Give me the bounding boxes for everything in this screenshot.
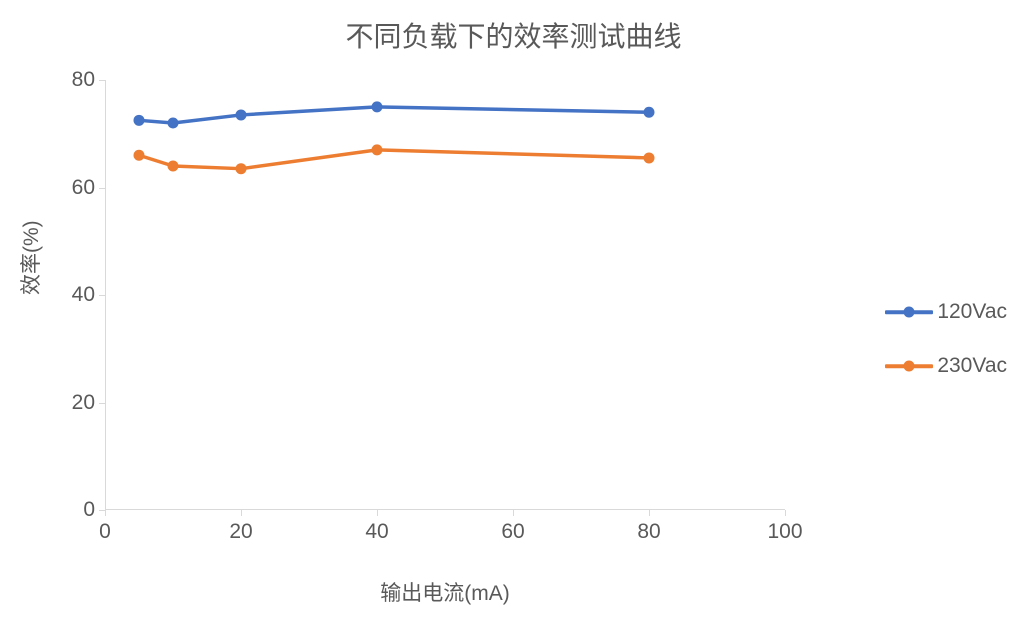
legend-marker — [885, 360, 933, 372]
x-tick-label: 0 — [99, 520, 111, 544]
series-marker-120Vac — [372, 101, 383, 112]
y-axis-label: 效率(%) — [15, 220, 45, 295]
efficiency-chart: 不同负载下的效率测试曲线 效率(%) 输出电流(mA) 020406080020… — [0, 0, 1027, 632]
x-axis-label: 输出电流(mA) — [105, 577, 785, 607]
series-marker-230Vac — [134, 150, 145, 161]
series-marker-120Vac — [236, 109, 247, 120]
legend-dot — [904, 361, 915, 372]
chart-lines — [105, 80, 785, 510]
y-tick-label: 0 — [83, 498, 95, 522]
legend-item-120Vac: 120Vac — [885, 300, 1007, 324]
y-tick-mark — [99, 188, 105, 189]
series-marker-230Vac — [236, 163, 247, 174]
x-tick-label: 20 — [229, 520, 252, 544]
x-tick-mark — [377, 510, 378, 516]
x-tick-mark — [241, 510, 242, 516]
legend-label: 230Vac — [937, 354, 1007, 378]
x-tick-mark — [785, 510, 786, 516]
x-tick-mark — [649, 510, 650, 516]
x-tick-mark — [105, 510, 106, 516]
legend-marker — [885, 306, 933, 318]
legend: 120Vac 230Vac — [885, 300, 1007, 378]
y-tick-label: 60 — [72, 176, 95, 200]
y-tick-label: 40 — [72, 283, 95, 307]
x-tick-label: 80 — [637, 520, 660, 544]
y-tick-label: 80 — [72, 68, 95, 92]
x-tick-label: 40 — [365, 520, 388, 544]
series-line-230Vac — [139, 150, 649, 169]
y-tick-mark — [99, 295, 105, 296]
y-tick-mark — [99, 80, 105, 81]
plot-area: 020406080020406080100 — [105, 80, 785, 510]
series-marker-230Vac — [644, 152, 655, 163]
y-tick-mark — [99, 403, 105, 404]
series-line-120Vac — [139, 107, 649, 123]
series-marker-120Vac — [644, 107, 655, 118]
legend-label: 120Vac — [937, 300, 1007, 324]
series-marker-230Vac — [372, 144, 383, 155]
x-tick-label: 100 — [767, 520, 802, 544]
x-tick-mark — [513, 510, 514, 516]
legend-dot — [904, 307, 915, 318]
series-marker-120Vac — [134, 115, 145, 126]
series-marker-230Vac — [168, 161, 179, 172]
legend-item-230Vac: 230Vac — [885, 354, 1007, 378]
y-tick-label: 20 — [72, 391, 95, 415]
series-marker-120Vac — [168, 118, 179, 129]
x-tick-label: 60 — [501, 520, 524, 544]
chart-title: 不同负载下的效率测试曲线 — [0, 15, 1027, 55]
